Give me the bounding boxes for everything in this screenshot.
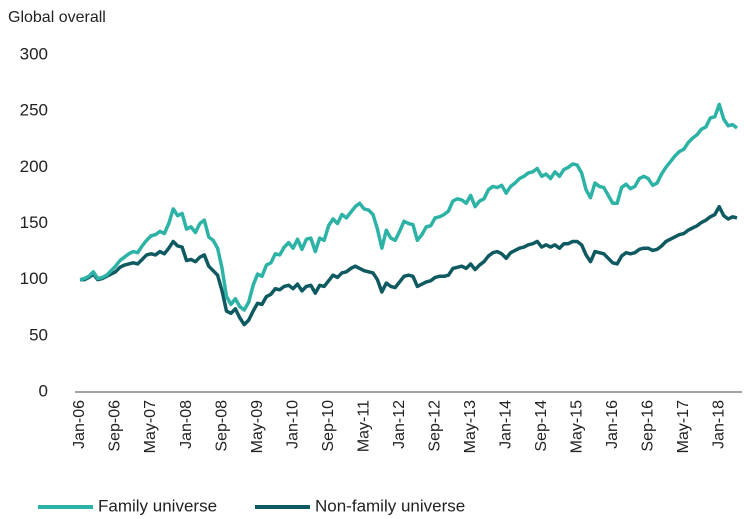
x-tick-label: May-17 [675, 400, 692, 453]
x-tick-label: Sep-14 [533, 400, 550, 452]
x-tick-label: Sep-06 [107, 400, 124, 452]
legend-label: Family universe [98, 496, 217, 515]
y-tick-label: 50 [29, 325, 48, 344]
x-tick-label: May-07 [142, 400, 159, 453]
x-tick-label: Jan-06 [71, 400, 88, 449]
series-line [80, 204, 738, 327]
legend-label: Non-family universe [315, 496, 465, 515]
y-tick-label: 100 [20, 269, 48, 288]
y-tick-label: 250 [20, 101, 48, 120]
x-tick-label: Jan-08 [178, 400, 195, 449]
x-tick-label: Sep-10 [320, 400, 337, 452]
series-line [79, 102, 739, 312]
x-tick-label: May-11 [355, 400, 372, 452]
x-tick-label: Sep-12 [426, 400, 443, 452]
y-tick-label: 0 [39, 381, 48, 400]
x-tick-label: May-15 [568, 400, 585, 453]
x-tick-label: Jan-10 [284, 400, 301, 449]
x-tick-label: Sep-08 [213, 400, 230, 452]
y-tick-label: 300 [20, 44, 48, 63]
x-tick-label: May-13 [462, 400, 479, 453]
x-tick-label: Jan-14 [497, 400, 514, 449]
x-tick-label: Jan-16 [604, 400, 621, 449]
y-tick-label: 200 [20, 157, 48, 176]
chart-title: Global overall [8, 9, 106, 26]
x-tick-label: Sep-16 [639, 400, 656, 452]
x-tick-label: May-09 [249, 400, 266, 453]
x-tick-label: Jan-18 [710, 400, 727, 449]
y-tick-label: 150 [20, 213, 48, 232]
x-tick-label: Jan-12 [391, 400, 408, 449]
